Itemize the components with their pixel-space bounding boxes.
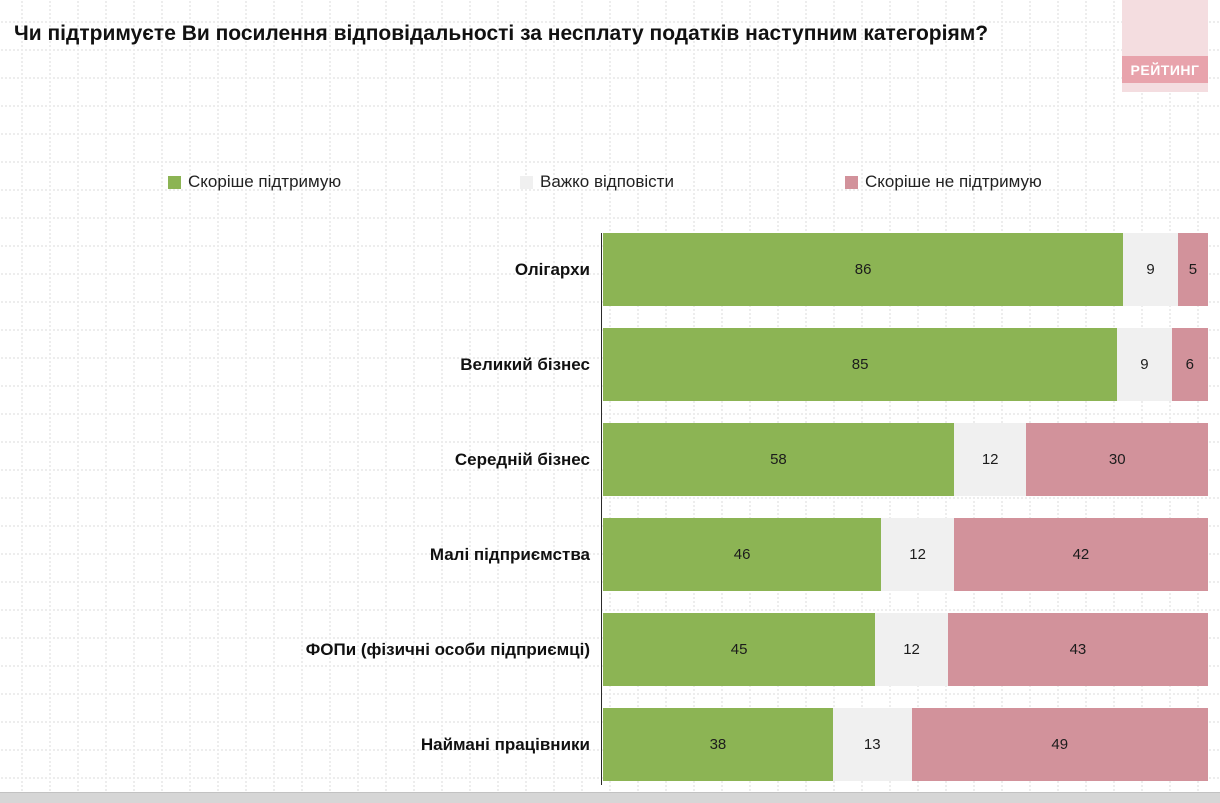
- bar-segment-support: 38: [603, 708, 833, 781]
- category-label: ФОПи (фізичні особи підприємці): [305, 639, 590, 659]
- bar-segment-neutral: 12: [881, 518, 954, 591]
- bottom-edge-strip: [0, 792, 1220, 803]
- category-label: Середній бізнес: [454, 449, 590, 469]
- bar-segment-oppose: 6: [1171, 328, 1208, 401]
- bar-row: Середній бізнес 58 12 30: [0, 423, 1220, 496]
- segment-value: 45: [730, 641, 748, 658]
- segment-value: 42: [1072, 546, 1090, 563]
- category-label: Наймані працівники: [420, 734, 590, 754]
- legend-item-oppose: Скоріше не підтримую: [845, 172, 1220, 192]
- bar-track: 38 13 49: [603, 708, 1208, 781]
- segment-value: 9: [1146, 261, 1155, 278]
- category-label: Олігархи: [514, 259, 590, 279]
- legend-item-neutral: Важко відповісти: [520, 172, 845, 192]
- segment-value: 6: [1185, 356, 1194, 373]
- bar-segment-oppose: 49: [911, 708, 1208, 781]
- bar-row: Наймані працівники 38 13 49: [0, 708, 1220, 781]
- bar-segment-oppose: 30: [1026, 423, 1208, 496]
- bar-segment-support: 86: [603, 233, 1124, 306]
- chart-title: Чи підтримуєте Ви посилення відповідальн…: [14, 22, 989, 45]
- bar-track: 46 12 42: [603, 518, 1208, 591]
- bar-segment-oppose: 43: [947, 613, 1208, 686]
- segment-value: 46: [733, 546, 751, 563]
- bar-segment-neutral: 12: [953, 423, 1027, 496]
- legend-swatch-icon: [845, 175, 858, 189]
- bar-track: 86 9 5: [603, 233, 1208, 306]
- segment-value: 86: [854, 261, 872, 278]
- bar-segment-neutral: 13: [832, 708, 912, 781]
- segment-value: 9: [1140, 356, 1149, 373]
- segment-value: 12: [903, 641, 920, 658]
- legend-swatch-icon: [520, 175, 533, 189]
- bar-segment-neutral: 9: [1123, 233, 1178, 306]
- bar-row: ФОПи (фізичні особи підприємці) 45 12 43: [0, 613, 1220, 686]
- bar-track: 58 12 30: [603, 423, 1208, 496]
- segment-value: 43: [1069, 641, 1087, 658]
- bar-row: Олігархи 86 9 5: [0, 233, 1220, 306]
- bar-segment-neutral: 9: [1117, 328, 1172, 401]
- legend-label: Важко відповісти: [540, 172, 674, 191]
- bar-row: Великий бізнес 85 9 6: [0, 328, 1220, 401]
- segment-value: 85: [851, 356, 869, 373]
- segment-value: 12: [909, 546, 926, 563]
- bar-segment-support: 46: [603, 518, 882, 591]
- category-label: Великий бізнес: [460, 354, 590, 374]
- segment-value: 5: [1188, 261, 1198, 278]
- bar-segment-support: 45: [603, 613, 876, 686]
- bar-segment-oppose: 42: [953, 518, 1208, 591]
- legend: Скоріше підтримую Важко відповісти Скоріше…: [0, 172, 1220, 192]
- bar-segment-oppose: 5: [1177, 233, 1208, 306]
- segment-value: 13: [863, 736, 881, 753]
- rating-logo-text: РЕЙТИНГ: [1122, 56, 1208, 83]
- segment-value: 58: [770, 451, 787, 468]
- bar-segment-neutral: 12: [875, 613, 948, 686]
- segment-value: 38: [709, 736, 727, 753]
- bar-segment-support: 85: [603, 328, 1118, 401]
- legend-swatch-icon: [168, 175, 181, 189]
- segment-value: 49: [1051, 736, 1069, 753]
- legend-item-support: Скоріше підтримую: [168, 172, 520, 192]
- y-axis-line: [601, 233, 602, 785]
- stacked-bar-chart: Олігархи 86 9 5 Великий бізнес 85 9 6 Середній б…: [0, 233, 1220, 803]
- segment-value: 12: [981, 451, 999, 468]
- bar-track: 85 9 6: [603, 328, 1208, 401]
- bar-track: 45 12 43: [603, 613, 1208, 686]
- category-label: Малі підприємства: [429, 544, 590, 564]
- segment-value: 30: [1108, 451, 1126, 468]
- bar-row: Малі підприємства 46 12 42: [0, 518, 1220, 591]
- legend-label: Скоріше не підтримую: [865, 172, 1042, 191]
- bar-segment-support: 58: [603, 423, 954, 496]
- rating-logo: РЕЙТИНГ: [1122, 0, 1208, 92]
- legend-label: Скоріше підтримую: [188, 172, 342, 191]
